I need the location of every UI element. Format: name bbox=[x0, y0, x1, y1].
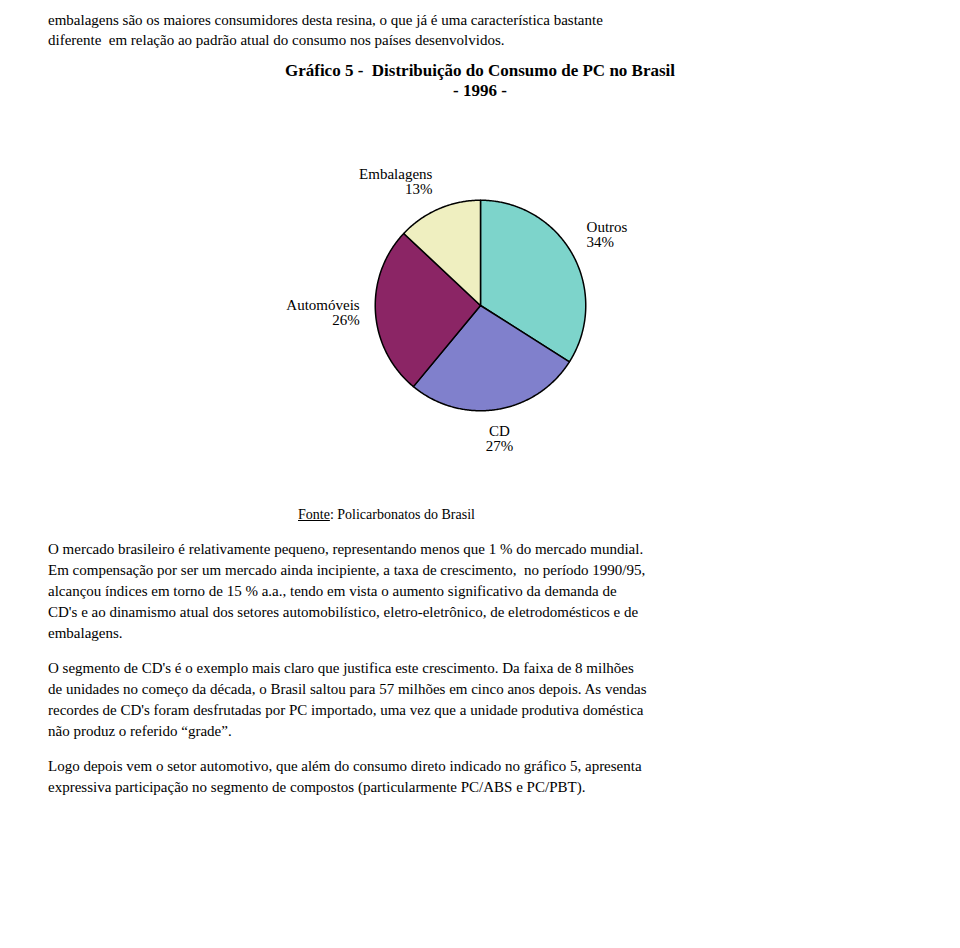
svg-text:Automóveis26%: Automóveis26% bbox=[286, 297, 359, 328]
html-text:diferente em relação ao padrão: diferente em relação ao padrão atual do … bbox=[48, 32, 505, 49]
html-text:Fonte: Policarbonatos do Brasi: Fonte: Policarbonatos do Brasil bbox=[298, 506, 475, 522]
html-text:Gráfico 5 - Distribuição do Co: Gráfico 5 - Distribuição do Consumo de P… bbox=[285, 60, 675, 80]
html-text:embalagens são os maiores cons: embalagens são os maiores consumidores d… bbox=[48, 12, 603, 28]
html-text:O segmento de CD's é o exemplo: O segmento de CD's é o exemplo mais clar… bbox=[48, 659, 647, 739]
svg-text:Outros34%: Outros34% bbox=[587, 219, 628, 250]
html-text:Logo depois vem o setor automo: Logo depois vem o setor automotivo, que … bbox=[48, 757, 642, 795]
svg-text:CD27%: CD27% bbox=[486, 422, 513, 453]
html-text:O mercado brasileiro é relativ: O mercado brasileiro é relativamente peq… bbox=[48, 540, 646, 641]
svg-text:Embalagens13%: Embalagens13% bbox=[359, 166, 432, 197]
html-text:- 1996 -: - 1996 - bbox=[453, 80, 507, 100]
